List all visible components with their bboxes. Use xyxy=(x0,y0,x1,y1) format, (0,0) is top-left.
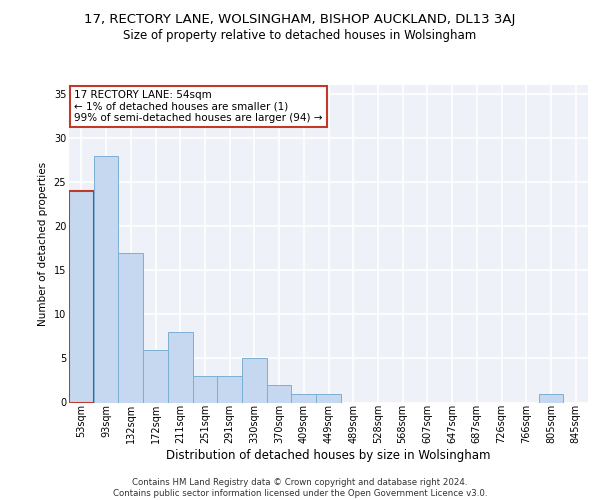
Text: 17 RECTORY LANE: 54sqm
← 1% of detached houses are smaller (1)
99% of semi-detac: 17 RECTORY LANE: 54sqm ← 1% of detached … xyxy=(74,90,323,123)
Bar xyxy=(94,156,118,402)
Bar xyxy=(69,191,94,402)
Bar xyxy=(193,376,217,402)
Bar xyxy=(539,394,563,402)
Bar xyxy=(217,376,242,402)
Bar xyxy=(118,252,143,402)
Y-axis label: Number of detached properties: Number of detached properties xyxy=(38,162,48,326)
Bar xyxy=(267,385,292,402)
Text: Size of property relative to detached houses in Wolsingham: Size of property relative to detached ho… xyxy=(124,29,476,42)
Text: Contains HM Land Registry data © Crown copyright and database right 2024.
Contai: Contains HM Land Registry data © Crown c… xyxy=(113,478,487,498)
X-axis label: Distribution of detached houses by size in Wolsingham: Distribution of detached houses by size … xyxy=(166,449,491,462)
Text: 17, RECTORY LANE, WOLSINGHAM, BISHOP AUCKLAND, DL13 3AJ: 17, RECTORY LANE, WOLSINGHAM, BISHOP AUC… xyxy=(85,12,515,26)
Bar xyxy=(292,394,316,402)
Bar xyxy=(242,358,267,403)
Bar xyxy=(316,394,341,402)
Bar xyxy=(168,332,193,402)
Bar xyxy=(143,350,168,403)
